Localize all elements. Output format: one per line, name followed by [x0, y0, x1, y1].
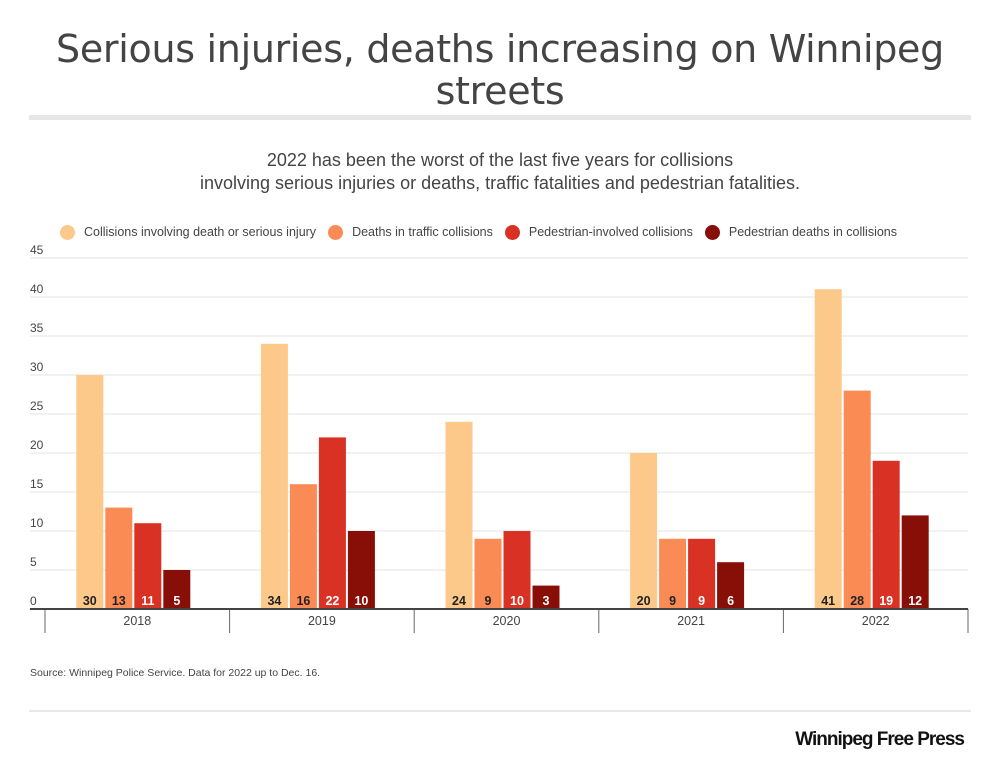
legend-swatch-icon	[704, 224, 720, 240]
y-tick-label: 10	[30, 516, 44, 530]
legend-swatch-icon	[60, 224, 75, 240]
x-tick-label: 2021	[677, 614, 705, 628]
chart-legend: Collisions involving death or serious in…	[60, 222, 909, 242]
bar-2022-series-3	[901, 515, 929, 609]
bar-value-label: 9	[485, 594, 492, 608]
y-tick-label: 25	[30, 399, 44, 413]
bar-2018-series-3	[163, 570, 191, 609]
chart-subtitle: 2022 has been the worst of the last five…	[0, 149, 1000, 195]
legend-label: Deaths in traffic collisions	[352, 225, 493, 239]
bar-value-label: 41	[821, 594, 835, 608]
legend-label: Collisions involving death or serious in…	[84, 225, 317, 239]
bar-2018-series-1	[105, 507, 133, 609]
publisher-logo: Winnipeg Free Press	[795, 729, 965, 750]
chart-title: Serious injuries, deaths increasing on W…	[0, 28, 1000, 112]
legend-item-pedestrian-deaths: Pedestrian deaths in collisions	[704, 224, 898, 240]
bar-2022-series-0	[814, 289, 842, 609]
bar-value-label: 9	[669, 594, 676, 608]
bar-value-label: 16	[296, 594, 310, 608]
legend-label: Pedestrian-involved collisions	[528, 225, 693, 239]
bar-value-label: 3	[543, 594, 550, 608]
legend-label: Pedestrian deaths in collisions	[728, 225, 898, 239]
bars	[76, 289, 929, 609]
legend-item-deaths-traffic-collisions: Deaths in traffic collisions	[328, 224, 493, 240]
bar-value-label: 13	[112, 594, 126, 608]
bar-2022-series-2	[872, 460, 900, 609]
footer-divider	[29, 710, 971, 712]
chart-title-line-1: Serious injuries, deaths increasing on W…	[56, 27, 944, 71]
bar-value-label: 24	[452, 594, 466, 608]
bar-value-label: 9	[698, 594, 705, 608]
x-tick-label: 2018	[123, 614, 151, 628]
y-tick-label: 40	[30, 282, 44, 296]
legend-item-collisions-death-serious-injury: Collisions involving death or serious in…	[60, 224, 317, 240]
legend-swatch-icon	[504, 224, 520, 240]
bar-value-label: 10	[354, 594, 368, 608]
chart-subtitle-line-1: 2022 has been the worst of the last five…	[266, 150, 734, 170]
x-tick-label: 2019	[308, 614, 336, 628]
y-tick-label: 35	[30, 321, 44, 335]
bar-2021-series-1	[659, 538, 687, 609]
bar-value-labels: 30 13 11 5 34 16 22 10 24 9 10 3 20 9 9 6 41 28 19 12	[83, 594, 922, 608]
y-tick-label: 30	[30, 360, 44, 374]
bar-value-label: 11	[141, 594, 154, 608]
chart-subtitle-line-2: involving serious injuries or deaths, tr…	[200, 173, 800, 193]
source-note: Source: Winnipeg Police Service. Data fo…	[30, 667, 321, 679]
y-tick-label: 0	[30, 594, 37, 608]
bar-value-label: 10	[510, 594, 524, 608]
bar-2021-series-0	[630, 453, 658, 609]
x-tick-label: 2020	[493, 614, 521, 628]
bar-value-label: 20	[637, 594, 651, 608]
y-tick-label: 45	[30, 243, 44, 257]
bar-2019-series-1	[289, 484, 317, 609]
x-axis: 2018 2019 2020 2021 2022	[30, 608, 969, 633]
x-tick-label: 2022	[862, 614, 890, 628]
bar-2019-series-2	[318, 437, 346, 609]
bar-2020-series-1	[474, 538, 502, 609]
bar-2020-series-0	[445, 421, 473, 609]
bar-2021-series-3	[717, 562, 745, 609]
bar-value-label: 22	[325, 594, 339, 608]
y-axis-tick-labels: 0 5 10 15 20 25 30 35 40 45	[30, 243, 44, 608]
bar-2022-series-1	[843, 390, 871, 609]
bar-value-label: 19	[879, 594, 893, 608]
bar-2018-series-2	[134, 523, 162, 609]
y-tick-label: 15	[30, 477, 44, 491]
bar-2021-series-2	[688, 538, 716, 609]
y-tick-label: 20	[30, 438, 44, 452]
chart-title-line-2: streets	[435, 69, 565, 113]
bar-2020-series-3	[532, 585, 560, 609]
bar-value-label: 28	[850, 594, 864, 608]
bar-2020-series-2	[503, 531, 531, 609]
bar-2018-series-0	[76, 375, 104, 609]
title-divider	[29, 115, 971, 120]
bar-2019-series-0	[260, 343, 288, 609]
bar-value-label: 12	[908, 594, 922, 608]
bar-value-label: 6	[727, 594, 734, 608]
bar-value-label: 30	[83, 594, 97, 608]
legend-swatch-icon	[328, 224, 344, 240]
legend-item-pedestrian-involved-collisions: Pedestrian-involved collisions	[504, 224, 693, 240]
y-tick-label: 5	[30, 555, 37, 569]
bar-value-label: 5	[173, 594, 180, 608]
bar-2019-series-3	[347, 531, 375, 609]
bar-value-label: 34	[267, 594, 281, 608]
